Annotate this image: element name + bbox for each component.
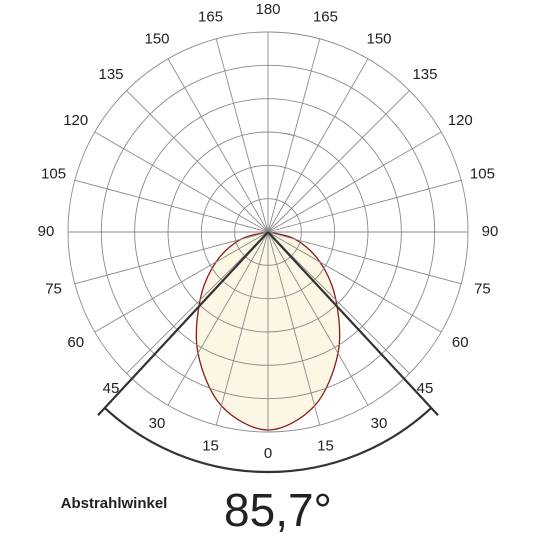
angle-label: 60 — [67, 334, 84, 351]
spoke — [74, 179, 269, 233]
labels: 0 15 15 30 30 45 45 60 60 75 75 90 90 105 105 120 120 135… — [38, 1, 499, 462]
angle-label: 165 — [313, 9, 338, 26]
angle-label: 105 — [41, 166, 66, 183]
angle-label: 120 — [63, 112, 88, 129]
angle-label: 135 — [99, 66, 124, 83]
angle-label: 75 — [45, 280, 62, 297]
spoke — [267, 58, 369, 233]
spoke — [267, 38, 321, 233]
beam-edge — [267, 231, 439, 417]
spoke — [167, 58, 269, 233]
caption: Abstrahlwinkel — [61, 495, 168, 512]
grid — [67, 31, 469, 433]
angle-label: 135 — [412, 66, 437, 83]
spoke — [215, 231, 269, 426]
spoke — [267, 90, 410, 233]
angle-label: 30 — [371, 415, 388, 432]
angle-label: 90 — [482, 223, 499, 240]
spoke — [267, 231, 321, 426]
beam-edge — [97, 231, 269, 417]
spoke — [94, 131, 269, 233]
angle-label: 45 — [103, 380, 120, 397]
angle-label: 180 — [255, 1, 280, 18]
spoke — [267, 231, 369, 406]
angle-label: 45 — [417, 380, 434, 397]
angle-label: 15 — [202, 437, 219, 454]
spoke — [267, 131, 442, 233]
angle-label: 150 — [144, 31, 169, 48]
spoke — [267, 231, 462, 285]
angle-label: 0 — [264, 445, 272, 462]
beam-angle-value: 85,7° — [224, 484, 332, 536]
spoke — [215, 38, 269, 233]
beam-arc — [104, 407, 432, 474]
spoke — [74, 231, 269, 285]
spoke — [94, 231, 269, 333]
angle-label: 120 — [448, 112, 473, 129]
spoke — [267, 231, 410, 374]
spoke — [126, 231, 269, 374]
angle-label: 60 — [452, 334, 469, 351]
angle-label: 30 — [149, 415, 166, 432]
angle-label: 75 — [474, 280, 491, 297]
angle-label: 165 — [198, 9, 223, 26]
spoke — [267, 231, 442, 333]
angle-label: 105 — [470, 166, 495, 183]
spoke — [267, 179, 462, 233]
angle-label: 15 — [317, 437, 334, 454]
angle-label: 90 — [38, 223, 55, 240]
spoke — [126, 90, 269, 233]
angle-label: 150 — [366, 31, 391, 48]
spoke — [167, 231, 269, 406]
